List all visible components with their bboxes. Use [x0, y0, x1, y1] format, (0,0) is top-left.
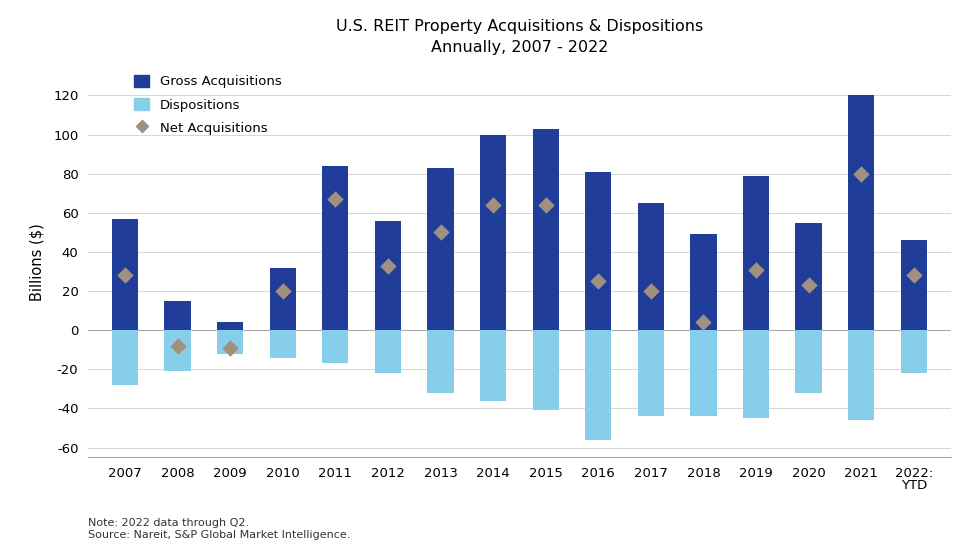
Bar	[690, 330, 716, 416]
Point	[118, 271, 133, 280]
Bar	[480, 134, 507, 330]
Bar	[165, 330, 191, 371]
Bar	[796, 330, 822, 393]
Point	[748, 265, 763, 274]
Bar	[532, 330, 559, 410]
Bar	[322, 166, 349, 330]
Bar	[427, 330, 454, 393]
Bar	[743, 176, 769, 330]
Bar	[532, 129, 559, 330]
Point	[327, 195, 343, 203]
Bar	[848, 330, 874, 420]
Bar	[901, 330, 927, 373]
Point	[696, 318, 711, 327]
Bar	[901, 240, 927, 330]
Bar	[374, 220, 401, 330]
Point	[643, 287, 659, 295]
Point	[170, 342, 185, 350]
Bar	[322, 330, 349, 364]
Y-axis label: Billions ($): Billions ($)	[29, 223, 45, 301]
Bar	[217, 322, 243, 330]
Bar	[427, 168, 454, 330]
Bar	[848, 95, 874, 330]
Text: Note: 2022 data through Q2.
Source: Nareit, S&P Global Market Intelligence.: Note: 2022 data through Q2. Source: Nare…	[88, 518, 351, 540]
Point	[906, 271, 921, 280]
Bar	[796, 223, 822, 330]
Bar	[270, 330, 296, 358]
Point	[275, 287, 291, 295]
Bar	[112, 219, 138, 330]
Point	[801, 281, 816, 290]
Point	[590, 277, 606, 286]
Point	[222, 343, 238, 352]
Title: U.S. REIT Property Acquisitions & Dispositions
Annually, 2007 - 2022: U.S. REIT Property Acquisitions & Dispos…	[336, 19, 703, 55]
Bar	[374, 330, 401, 373]
Point	[380, 261, 396, 270]
Bar	[217, 330, 243, 354]
Bar	[112, 330, 138, 385]
Bar	[690, 234, 716, 330]
Bar	[165, 301, 191, 330]
Bar	[585, 330, 612, 440]
Bar	[743, 330, 769, 418]
Bar	[585, 172, 612, 330]
Bar	[270, 268, 296, 330]
Point	[485, 201, 501, 209]
Legend: Gross Acquisitions, Dispositions, Net Acquisitions: Gross Acquisitions, Dispositions, Net Ac…	[133, 75, 281, 134]
Bar	[638, 203, 664, 330]
Point	[538, 201, 554, 209]
Point	[433, 228, 449, 237]
Point	[854, 169, 869, 178]
Bar	[480, 330, 507, 401]
Bar	[638, 330, 664, 416]
